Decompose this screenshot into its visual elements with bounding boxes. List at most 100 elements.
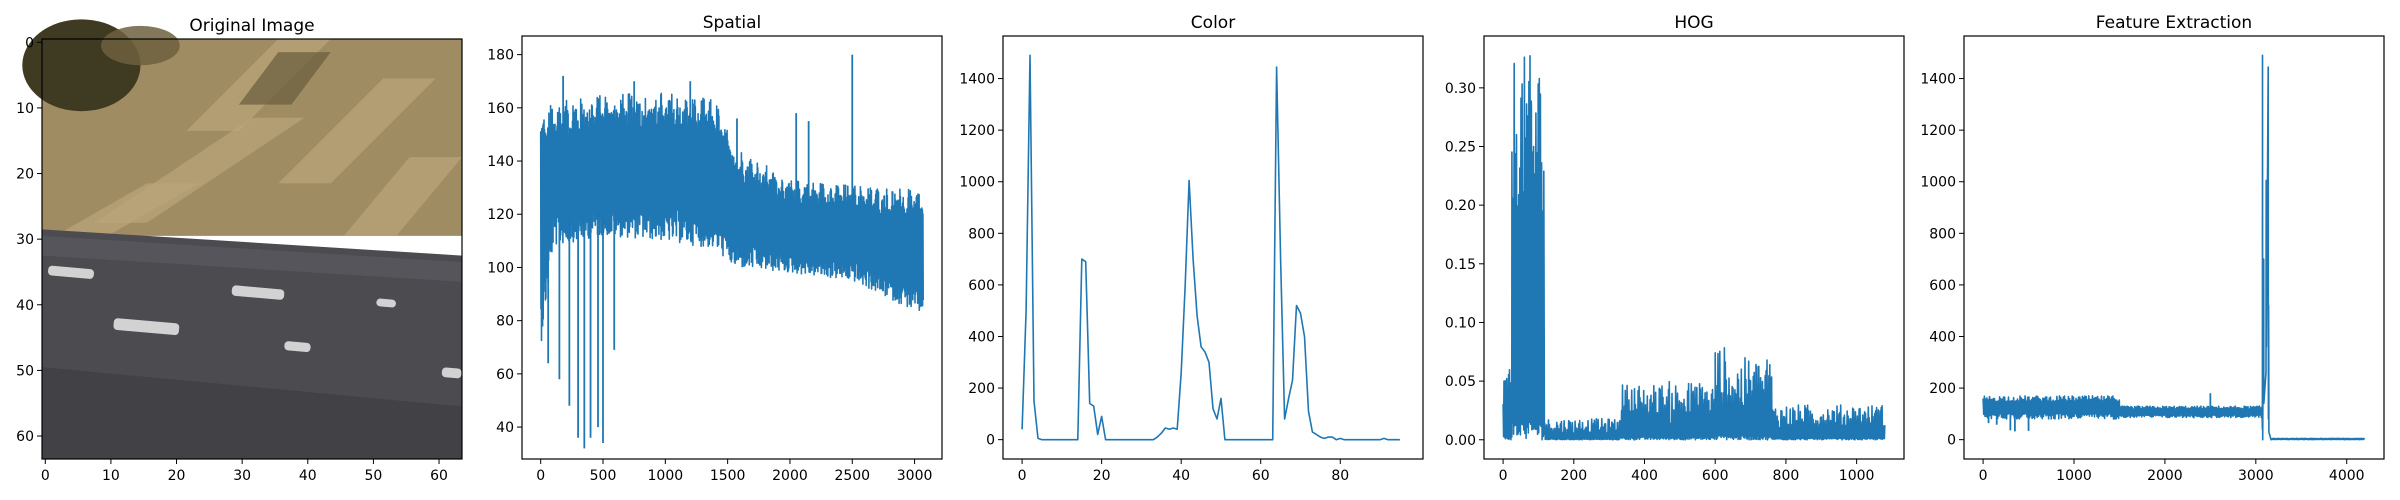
lane-marking bbox=[48, 265, 94, 279]
x-tick-label: 0 bbox=[1979, 468, 1988, 484]
x-tick-label: 40 bbox=[1172, 468, 1190, 484]
lane-marking bbox=[441, 367, 462, 379]
y-tick-label: 80 bbox=[496, 314, 514, 330]
y-tick-label: 200 bbox=[1929, 381, 1956, 397]
y-tick-label: 120 bbox=[487, 207, 514, 223]
y-tick-label: 50 bbox=[16, 363, 34, 379]
x-tick-label: 600 bbox=[1702, 468, 1729, 484]
y-tick-label: 180 bbox=[487, 48, 514, 64]
grass-streak bbox=[55, 183, 200, 236]
y-tick-label: 800 bbox=[968, 226, 995, 242]
chart-title: Feature Extraction bbox=[2096, 13, 2252, 33]
y-tick-label: 40 bbox=[16, 298, 34, 314]
y-tick-label: 1200 bbox=[1920, 123, 1956, 139]
chart-title: HOG bbox=[1674, 13, 1713, 33]
plot-area bbox=[1502, 55, 1886, 441]
axes-frame bbox=[521, 35, 943, 460]
axes-frame bbox=[1963, 35, 2385, 460]
x-tick-label: 50 bbox=[364, 468, 382, 484]
y-tick-label: 1000 bbox=[1920, 175, 1956, 191]
plot-area bbox=[1021, 54, 1400, 441]
y-tick-label: 600 bbox=[968, 278, 995, 294]
spatial-series-line bbox=[539, 92, 924, 342]
y-tick-label: 0.30 bbox=[1445, 81, 1476, 97]
lane-marking bbox=[231, 285, 285, 300]
hog-series-line bbox=[1502, 55, 1886, 441]
axes-frame bbox=[1002, 35, 1424, 460]
y-axis: 0.00 0.05 0.10 0.15 0.20 0.25 0.30 bbox=[1445, 81, 1484, 449]
x-tick-label: 4000 bbox=[2329, 468, 2365, 484]
x-tick-label: 20 bbox=[1093, 468, 1111, 484]
shrub-area bbox=[101, 25, 180, 66]
lane-marking bbox=[284, 341, 311, 352]
plot-area bbox=[1982, 54, 2366, 441]
panel-spatial: Spatial 0 500 1000 1500 2000 2500 3000 40 60 80 1… bbox=[487, 13, 943, 484]
chart-title: Spatial bbox=[703, 13, 762, 33]
y-tick-label: 0.00 bbox=[1445, 433, 1476, 449]
x-tick-label: 0 bbox=[1018, 468, 1027, 484]
y-tick-label: 1400 bbox=[1920, 72, 1956, 88]
x-tick-label: 2000 bbox=[772, 468, 808, 484]
x-tick-label: 10 bbox=[102, 468, 120, 484]
y-tick-label: 60 bbox=[496, 367, 514, 383]
x-axis: 0 500 1000 1500 2000 2500 3000 bbox=[536, 459, 932, 484]
x-tick-label: 0 bbox=[41, 468, 50, 484]
color-histogram-line bbox=[1021, 54, 1400, 441]
image-plot-area bbox=[22, 19, 462, 459]
y-tick-label: 200 bbox=[968, 381, 995, 397]
x-tick-label: 3000 bbox=[897, 468, 933, 484]
y-tick-label: 0.25 bbox=[1445, 140, 1476, 156]
x-tick-label: 2500 bbox=[834, 468, 870, 484]
x-tick-label: 20 bbox=[168, 468, 186, 484]
x-tick-label: 60 bbox=[430, 468, 448, 484]
panel-original-image: Original Image 0 10 20 30 40 50 60 0 10 20 30 40 50… bbox=[16, 16, 463, 484]
x-tick-label: 1500 bbox=[710, 468, 746, 484]
x-tick-label: 400 bbox=[1631, 468, 1658, 484]
x-tick-label: 1000 bbox=[2056, 468, 2092, 484]
y-axis: 0 200 400 600 800 1000 1200 1400 bbox=[1920, 72, 1964, 449]
x-tick-label: 30 bbox=[233, 468, 251, 484]
x-tick-label: 40 bbox=[299, 468, 317, 484]
y-tick-label: 400 bbox=[1929, 329, 1956, 345]
feature-vector-line bbox=[1982, 54, 2366, 441]
panel-feature-extraction: Feature Extraction 0 1000 2000 3000 4000 0 20… bbox=[1920, 13, 2385, 484]
grass-streak bbox=[278, 78, 436, 184]
y-tick-label: 1400 bbox=[959, 72, 995, 88]
x-tick-label: 80 bbox=[1331, 468, 1349, 484]
y-tick-label: 60 bbox=[16, 429, 34, 445]
x-axis: 0 20 40 60 80 bbox=[1018, 459, 1349, 484]
lane-marking bbox=[113, 318, 180, 336]
y-tick-label: 1000 bbox=[959, 175, 995, 191]
y-tick-label: 0.15 bbox=[1445, 257, 1476, 273]
axes-frame bbox=[41, 38, 463, 460]
y-tick-label: 160 bbox=[487, 101, 514, 117]
y-axis: 0 10 20 30 40 50 60 bbox=[16, 35, 42, 445]
y-tick-label: 140 bbox=[487, 154, 514, 170]
y-axis: 0 200 400 600 800 1000 1200 1400 bbox=[959, 72, 1003, 449]
x-tick-label: 60 bbox=[1252, 468, 1270, 484]
x-tick-label: 0 bbox=[536, 468, 545, 484]
plot-area bbox=[539, 54, 924, 449]
y-axis: 40 60 80 100 120 140 160 180 bbox=[487, 48, 522, 436]
panel-color: Color 0 20 40 60 80 0 200 400 600 800 1000 1200 140… bbox=[959, 13, 1424, 484]
x-axis: 0 10 20 30 40 50 60 bbox=[41, 459, 448, 484]
panel-hog: HOG 0 200 400 600 800 1000 0.000.050.100.150.… bbox=[1445, 13, 1905, 484]
y-tick-label: 40 bbox=[496, 420, 514, 436]
chart-title: Color bbox=[1191, 13, 1235, 33]
grass-streak bbox=[343, 157, 462, 236]
y-tick-label: 20 bbox=[16, 167, 34, 183]
y-tick-label: 0.10 bbox=[1445, 315, 1476, 331]
axes-frame bbox=[1483, 35, 1905, 460]
x-tick-label: 1000 bbox=[1839, 468, 1875, 484]
y-tick-label: 0.20 bbox=[1445, 198, 1476, 214]
road-region bbox=[42, 235, 462, 282]
lane-marking bbox=[376, 298, 396, 308]
x-tick-label: 3000 bbox=[2238, 468, 2274, 484]
x-tick-label: 0 bbox=[1499, 468, 1508, 484]
y-tick-label: 10 bbox=[16, 101, 34, 117]
y-tick-label: 800 bbox=[1929, 226, 1956, 242]
y-tick-label: 1200 bbox=[959, 123, 995, 139]
y-tick-label: 0 bbox=[1947, 433, 1956, 449]
x-tick-label: 500 bbox=[590, 468, 617, 484]
